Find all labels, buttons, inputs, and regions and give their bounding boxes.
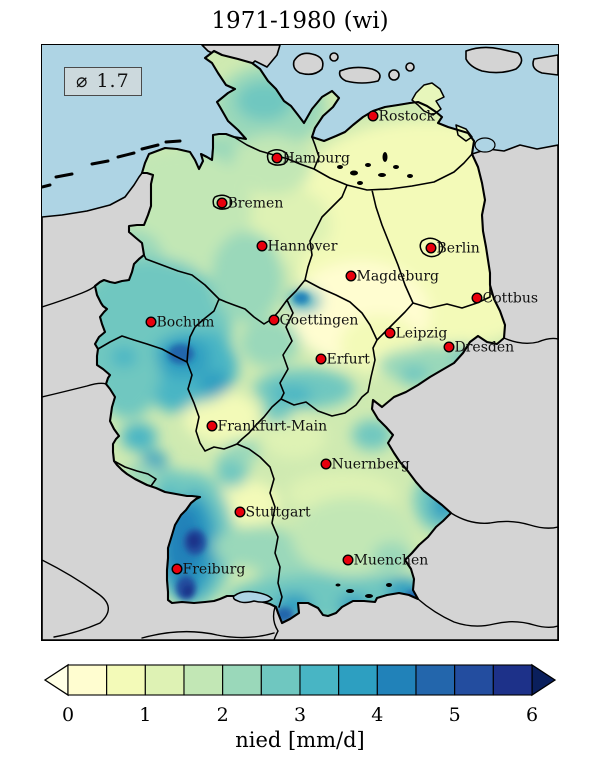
city-dot-Dresden [443,341,455,353]
city-dot-Goettingen [268,314,280,326]
colorbar-tick-4: 4 [371,704,383,726]
city-label-Hannover: Hannover [268,239,338,255]
mean-value-badge: ⌀ 1.7 [64,67,142,96]
colorbar-segment-6 [299,664,340,696]
ruegen-usedom-islands [411,82,473,142]
colorbar-tick-6: 6 [526,704,538,726]
city-dot-Stuttgart [234,506,246,518]
colorbar-segment-5 [260,664,301,696]
state-borders [97,136,491,608]
city-dot-Leipzig [384,327,396,339]
colorbar-tick-1: 1 [139,704,151,726]
colorbar-segment-10 [454,664,494,696]
frisian-islands [42,139,182,189]
colorbar-segment-8 [376,664,417,696]
colorbar-under-arrow [43,663,69,697]
colorbar-segment-0 [67,664,108,696]
colorbar-tick-5: 5 [449,704,461,726]
city-dot-Muenchen [342,554,354,566]
colorbar-segment-1 [106,664,146,696]
city-dot-Nuernberg [320,458,332,470]
colorbar-over-arrow [531,663,557,697]
city-label-Berlin: Berlin [437,241,480,257]
city-dot-Hannover [256,240,268,252]
map-frame: Rostock Hamburg Bremen Hannover Berlin Magdeb… [41,44,559,641]
foreign-country-borders [42,285,558,640]
lakes [335,152,413,598]
lake-constance [232,590,274,604]
city-state-outlines [212,149,444,258]
city-dot-Bochum [145,316,157,328]
city-dot-Erfurt [315,353,327,365]
colorbar-tick-3: 3 [294,704,306,726]
city-label-Rostock: Rostock [379,109,436,125]
mean-value: 1.7 [96,70,130,92]
colorbar-segment-4 [222,664,262,696]
city-label-Goettingen: Goettingen [280,313,359,329]
city-dot-Rostock [367,110,379,122]
city-dot-Freiburg [171,563,183,575]
city-label-Hamburg: Hamburg [283,151,351,167]
city-dot-Magdeburg [345,270,357,282]
lagoon [474,137,496,153]
city-label-Bremen: Bremen [228,196,284,212]
colorbar-segment-11 [492,664,533,696]
city-dot-Frankfurt-Main [206,420,218,432]
city-label-Bochum: Bochum [157,315,215,331]
city-label-Frankfurt-Main: Frankfurt-Main [218,419,328,435]
city-dot-Hamburg [271,152,283,164]
city-dot-Bremen [216,197,228,209]
colorbar: 0 1 2 3 4 5 6 [0,652,600,742]
colorbar-label: nied [mm/d] [235,728,365,752]
colorbar-tick-0: 0 [62,704,74,726]
city-label-Dresden: Dresden [455,340,515,356]
city-label-Erfurt: Erfurt [327,352,371,368]
city-markers: Rostock Hamburg Bremen Hannover Berlin Magdeb… [145,109,539,578]
colorbar-segment-2 [144,664,185,696]
colorbar-segment-3 [183,664,224,696]
colorbar-tick-2: 2 [217,704,229,726]
city-dot-Berlin [425,242,437,254]
city-label-Muenchen: Muenchen [354,553,429,569]
city-label-Magdeburg: Magdeburg [357,269,440,285]
mean-symbol: ⌀ [76,70,89,92]
chart-title: 1971-1980 (wi) [211,8,389,34]
city-label-Nuernberg: Nuernberg [332,457,410,473]
city-label-Cottbus: Cottbus [483,291,539,307]
city-dot-Cottbus [471,292,483,304]
city-label-Freiburg: Freiburg [183,562,246,578]
map-canvas: Rostock Hamburg Bremen Hannover Berlin Magdeb… [42,45,558,640]
colorbar-segment-9 [415,664,456,696]
city-label-Stuttgart: Stuttgart [246,505,311,521]
city-label-Leipzig: Leipzig [396,326,448,342]
colorbar-canvas: 0 1 2 3 4 5 6 [43,663,557,726]
colorbar-segment-7 [338,664,378,696]
